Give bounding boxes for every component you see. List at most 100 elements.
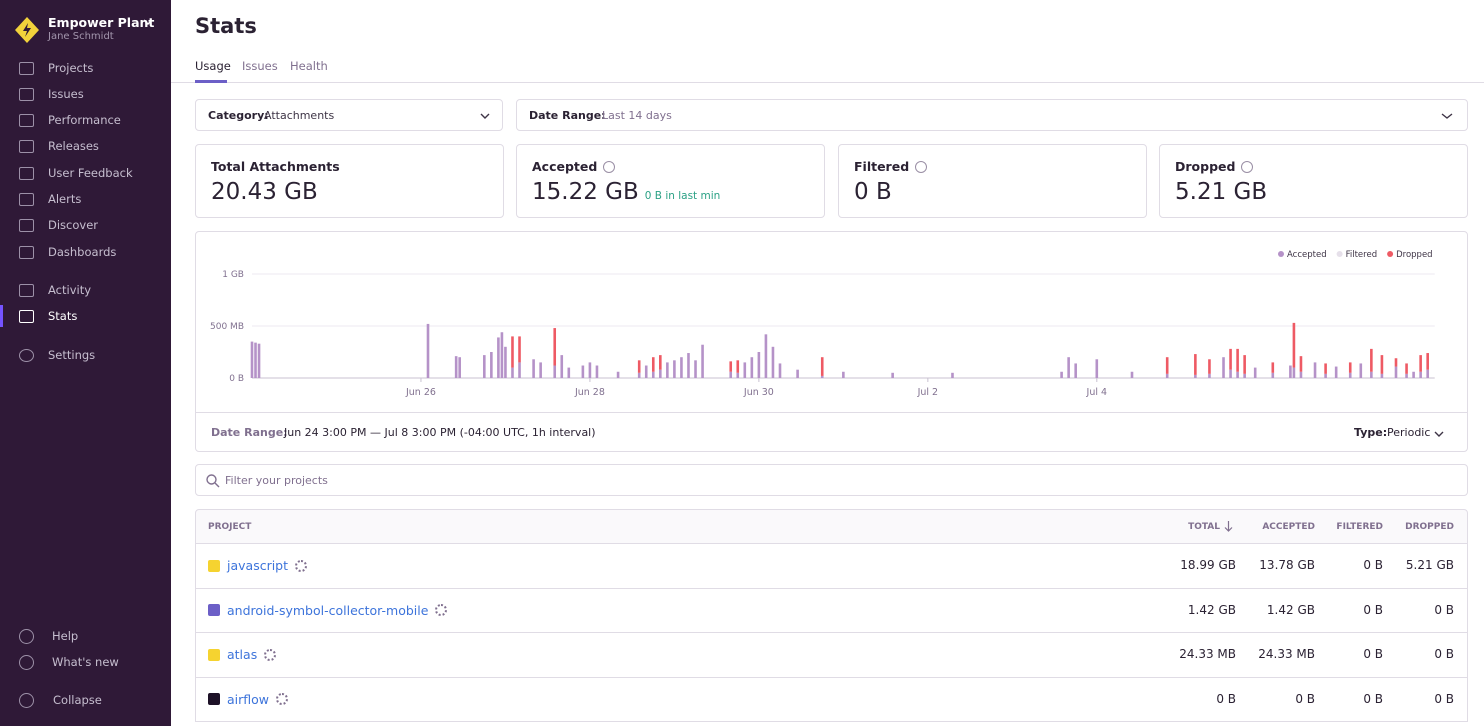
bar-segment [951, 372, 954, 378]
nav-item[interactable]: Activity [48, 283, 92, 297]
bar-segment [778, 363, 782, 378]
filter-value: Attachments [264, 109, 335, 122]
bar-segment [1380, 355, 1384, 374]
column-header[interactable]: TOTAL [1188, 522, 1220, 532]
bar-segment [1165, 373, 1169, 378]
table-row: android-symbol-collector-mobile 1.42 GB 1.… [195, 588, 1468, 633]
tab[interactable]: Usage [195, 59, 231, 73]
bar-segment [637, 360, 641, 373]
footer-item[interactable]: Help [52, 629, 79, 643]
bar-segment [504, 346, 507, 378]
project-name[interactable]: javascript [227, 558, 289, 574]
nav-icon [19, 655, 34, 670]
nav-item[interactable]: Alerts [48, 192, 82, 206]
category-select[interactable]: Category: Attachments [195, 99, 503, 131]
nav-item[interactable]: Dashboards [48, 245, 117, 259]
nav-item[interactable]: Issues [48, 87, 84, 101]
cell-value: 24.33 MB [1179, 647, 1236, 661]
legend-swatch [1336, 251, 1343, 257]
settings-icon[interactable] [435, 604, 448, 617]
column-header[interactable]: DROPPED [1405, 522, 1454, 532]
card-note: 0 B in last min [644, 190, 721, 202]
bar-segment [483, 355, 486, 378]
nav-icon [19, 349, 34, 362]
chevron[interactable] [1434, 430, 1444, 438]
y-tick-label: 0 B [229, 374, 244, 384]
nav-item[interactable]: Performance [48, 113, 121, 127]
bar-segment [1419, 371, 1422, 378]
footer-item[interactable]: What's new [52, 655, 119, 669]
settings-icon[interactable] [276, 693, 289, 706]
tab[interactable]: Health [290, 59, 328, 73]
nav-item[interactable]: Projects [48, 61, 94, 75]
bar-segment [1348, 372, 1352, 378]
x-tick-label: Jul 2 [917, 387, 939, 398]
bar-segment [1299, 371, 1303, 378]
bar-segment [511, 367, 514, 378]
project-name[interactable]: atlas [227, 647, 258, 663]
date-range-select[interactable]: Date Range: Last 14 days [516, 99, 1468, 131]
column-header[interactable]: PROJECT [208, 522, 252, 532]
project-icon [208, 559, 220, 572]
stat-card: Dropped 5.21 GB [1159, 144, 1468, 218]
bar-segment [1405, 373, 1408, 378]
bar-segment [1074, 363, 1077, 378]
card-label: Filtered [854, 159, 928, 174]
settings-icon[interactable] [295, 559, 308, 572]
nav-item[interactable]: User Feedback [48, 166, 133, 180]
bar-segment [254, 342, 257, 378]
cell-value: 0 B [1363, 647, 1383, 661]
bar-segment [497, 337, 500, 378]
nav-icon [19, 88, 34, 101]
y-tick-label: 1 GB [222, 270, 244, 280]
chevron [480, 113, 490, 119]
project-search[interactable]: Filter your projects [195, 464, 1468, 496]
nav-icon [19, 629, 34, 644]
nav-item[interactable]: Settings [48, 348, 96, 362]
bar-segment [500, 332, 504, 378]
settings-icon[interactable] [264, 648, 277, 661]
cell-value: 0 B [1434, 647, 1454, 661]
bar-segment [750, 357, 754, 378]
bar-segment [1426, 369, 1429, 378]
bar-segment [1060, 371, 1063, 378]
type-value[interactable]: Periodic [1387, 426, 1431, 439]
bar-segment [1271, 362, 1275, 373]
tab[interactable]: Issues [242, 59, 278, 73]
bar-segment [567, 367, 571, 378]
help-icon [603, 161, 616, 173]
x-tick-label: Jun 26 [405, 387, 436, 398]
bar-segment [1299, 356, 1303, 372]
stat-card: Filtered 0 B [838, 144, 1147, 218]
nav-item[interactable]: Stats [48, 309, 78, 323]
nav-item[interactable]: Releases [48, 139, 99, 153]
nav-item[interactable]: Discover [48, 218, 99, 232]
card-label: Dropped [1175, 159, 1254, 174]
bar-segment [588, 362, 592, 378]
bar-segment [891, 372, 894, 378]
active-indicator [0, 305, 3, 327]
column-header[interactable]: FILTERED [1336, 522, 1383, 532]
bar-segment [1253, 367, 1257, 378]
column-header[interactable]: ACCEPTED [1262, 522, 1315, 532]
bar-segment [1324, 363, 1327, 374]
bar-segment [659, 369, 662, 378]
bar-segment [1243, 355, 1246, 374]
org-chevron[interactable] [143, 18, 153, 26]
org-name[interactable]: Empower Plant [48, 15, 155, 30]
page-title: Stats [195, 14, 257, 38]
x-tick-label: Jul 4 [1086, 387, 1108, 398]
bar-segment [651, 371, 655, 378]
bar-segment [1334, 366, 1338, 378]
nav-icon [19, 62, 34, 75]
search-placeholder: Filter your projects [225, 474, 328, 487]
bar-segment [560, 355, 564, 378]
legend-swatch [1278, 251, 1284, 257]
footer-item[interactable]: Collapse [53, 693, 102, 707]
project-name[interactable]: android-symbol-collector-mobile [227, 602, 429, 618]
bar-segment [1370, 348, 1373, 372]
bar-segment [659, 355, 662, 370]
value: 20.43 GB [211, 179, 318, 205]
project-name[interactable]: airflow [227, 691, 270, 707]
